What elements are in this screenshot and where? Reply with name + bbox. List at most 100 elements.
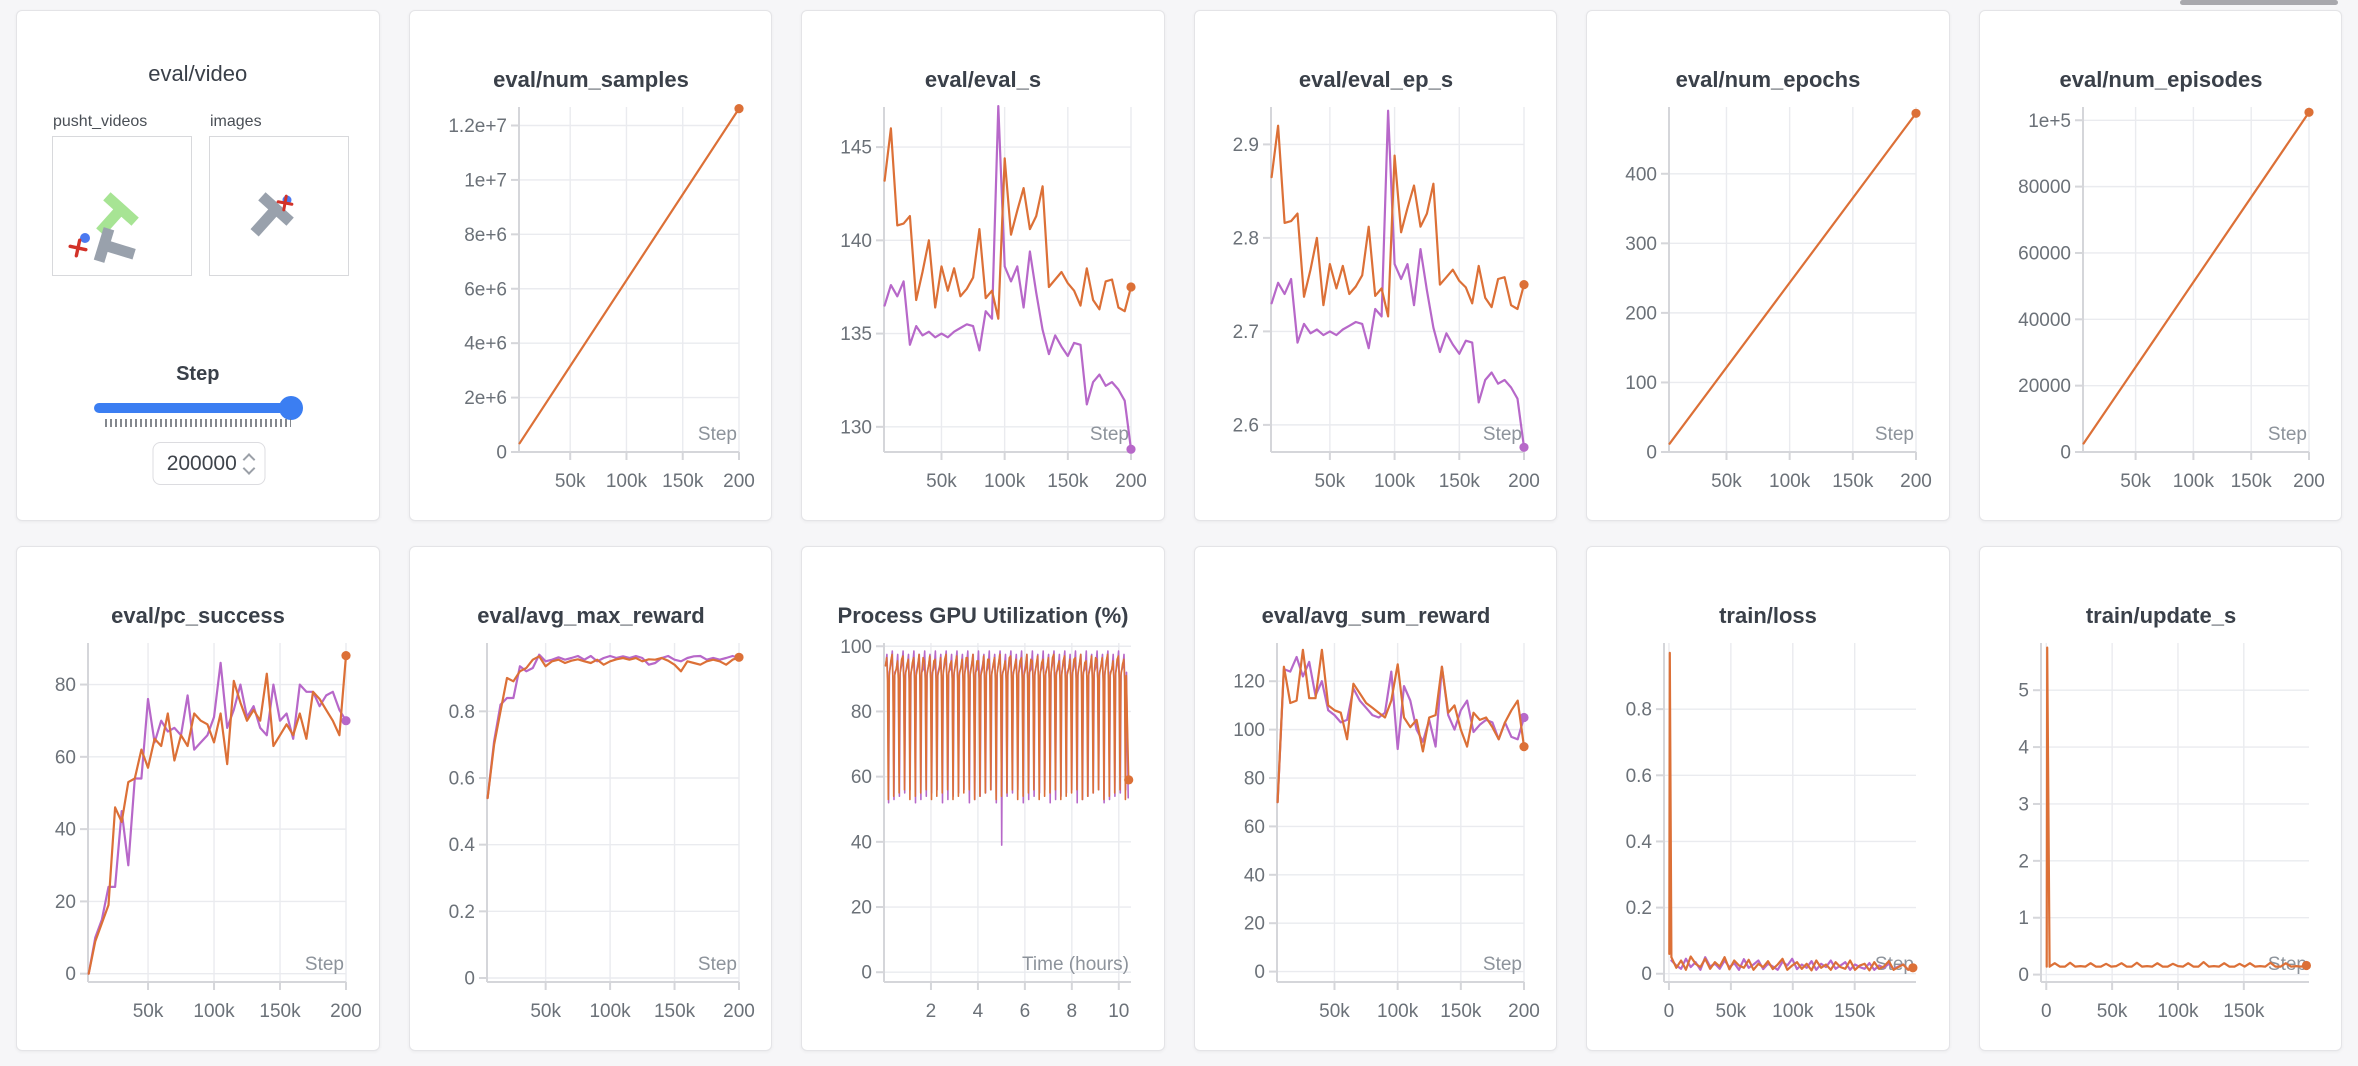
series-line-orange bbox=[883, 127, 1133, 320]
x-axis-tick-label: 50k bbox=[1319, 1001, 1350, 1022]
series-line-purple bbox=[1275, 655, 1525, 804]
x-axis-tick-label: 100k bbox=[1377, 1001, 1419, 1022]
agent-dot bbox=[80, 233, 90, 243]
video-thumbnail-pusht[interactable] bbox=[52, 136, 192, 276]
x-axis-tick-label: 200 bbox=[723, 1001, 755, 1022]
panel-eval-avg-sum-reward[interactable]: eval/avg_sum_reward 0 20 40 60 80 100 120 50k 100… bbox=[1193, 546, 1557, 1051]
x-axis-tick-label: 150k bbox=[1832, 471, 1874, 492]
y-axis-tick-label: 0.2 bbox=[448, 902, 474, 923]
series-line-orange bbox=[2045, 646, 2051, 968]
chart-title: eval/avg_max_reward bbox=[477, 603, 705, 628]
y-axis-tick-label: 2e+6 bbox=[464, 388, 507, 409]
series-line-orange bbox=[1670, 955, 1914, 972]
series-end-dot-orange bbox=[733, 652, 744, 662]
x-axis-tick-label: 8 bbox=[1067, 1001, 1078, 1022]
x-axis-tick-label: 200 bbox=[1115, 471, 1147, 492]
x-axis-label: Step bbox=[1482, 954, 1521, 975]
series-end-dot-purple bbox=[341, 716, 351, 726]
x-axis-tick-label: 150k bbox=[259, 1001, 301, 1022]
y-axis-tick-label: 5 bbox=[2018, 681, 2029, 702]
panel-eval-avg-max-reward[interactable]: eval/avg_max_reward 0 0.2 0.4 0.6 0.8 50k 100k 1… bbox=[408, 546, 772, 1051]
y-axis-tick-label: 0 bbox=[65, 964, 76, 985]
series-end-dot-orange bbox=[1518, 742, 1529, 752]
series-line-orange bbox=[884, 653, 1130, 801]
x-axis-tick-label: 50k bbox=[554, 471, 585, 492]
y-axis-tick-label: 60 bbox=[851, 767, 872, 788]
step-input-value: 200000 bbox=[166, 451, 237, 475]
step-input-stepper[interactable] bbox=[242, 452, 256, 475]
x-axis-tick-label: 50k bbox=[2120, 471, 2151, 492]
y-axis-tick-label: 0 bbox=[2060, 443, 2071, 464]
series-end-dot-orange bbox=[1911, 108, 1921, 118]
x-axis-tick-label: 200 bbox=[330, 1001, 362, 1022]
step-slider-label: Step bbox=[176, 363, 220, 385]
video-key-label-images: images bbox=[210, 113, 262, 130]
x-axis-tick-label: 200 bbox=[723, 471, 755, 492]
y-axis-tick-label: 1.2e+7 bbox=[448, 116, 507, 137]
series-end-dot-purple bbox=[1126, 444, 1136, 454]
x-axis-tick-label: 100k bbox=[984, 471, 1026, 492]
y-axis-tick-label: 60 bbox=[1243, 817, 1264, 838]
x-axis-tick-label: 50k bbox=[926, 471, 957, 492]
panel-process-gpu-utilization[interactable]: Process GPU Utilization (%) 0 20 40 60 80 100 2… bbox=[801, 546, 1165, 1051]
x-axis-tick-label: 0 bbox=[2040, 1001, 2051, 1022]
y-axis-tick-label: 140 bbox=[840, 231, 872, 252]
y-axis-tick-label: 40 bbox=[1243, 865, 1264, 886]
series-line-orange bbox=[1269, 124, 1525, 318]
series-line-orange bbox=[2047, 961, 2307, 968]
pusht-block-t-shape bbox=[93, 227, 136, 263]
y-axis-tick-label: 2.7 bbox=[1232, 322, 1258, 343]
pusht-goal-t-shape bbox=[96, 192, 139, 236]
y-axis-tick-label: 145 bbox=[840, 138, 872, 159]
y-axis-tick-label: 20 bbox=[55, 892, 76, 913]
x-axis-tick-label: 50k bbox=[2096, 1001, 2127, 1022]
x-axis-tick-label: 2 bbox=[926, 1001, 937, 1022]
series-end-dot-purple bbox=[1518, 442, 1529, 452]
y-axis-tick-label: 100 bbox=[1233, 720, 1265, 741]
horizontal-scrollbar-thumb[interactable] bbox=[2180, 0, 2338, 5]
x-axis-tick-label: 50k bbox=[133, 1001, 164, 1022]
video-key-label-pusht: pusht_videos bbox=[53, 113, 148, 130]
panel-eval-num-epochs[interactable]: eval/num_epochs 0 100 200 300 400 50k 100k 150k 2… bbox=[1586, 10, 1950, 521]
x-axis-tick-label: 150k bbox=[1438, 471, 1480, 492]
x-axis-tick-label: 150k bbox=[2223, 1001, 2265, 1022]
y-axis-tick-label: 80 bbox=[55, 675, 76, 696]
series-line-orange bbox=[485, 655, 740, 800]
panel-train-loss[interactable]: train/loss 0 0.2 0.4 0.6 0.8 0 50k 100k 150k Step bbox=[1586, 546, 1950, 1051]
y-axis-tick-label: 0 bbox=[1254, 962, 1265, 983]
panel-eval-eval-ep-s[interactable]: eval/eval_ep_s 2.6 2.7 2.8 2.9 50k 100k 150k 200… bbox=[1193, 10, 1557, 521]
step-slider[interactable] bbox=[94, 403, 301, 413]
x-axis-tick-label: 150k bbox=[2230, 471, 2272, 492]
step-slider-handle[interactable] bbox=[279, 396, 303, 420]
x-axis-tick-label: 50k bbox=[1314, 471, 1345, 492]
panel-train-update-s[interactable]: train/update_s 0 1 2 3 4 5 0 50k 100k 150k Step bbox=[1978, 546, 2342, 1051]
x-axis-label: Step bbox=[1875, 424, 1914, 445]
chart-title: train/loss bbox=[1719, 603, 1817, 628]
y-axis-tick-label: 40 bbox=[851, 832, 872, 853]
y-axis-tick-label: 0 bbox=[1641, 964, 1652, 985]
y-axis-tick-label: 40 bbox=[55, 820, 76, 841]
panel-eval-num-samples[interactable]: eval/num_samples 0 2e+6 4e+6 6e+6 8e+6 1e+7 1.2… bbox=[408, 10, 772, 521]
x-axis-tick-label: 150k bbox=[653, 1001, 695, 1022]
y-axis-tick-label: 3 bbox=[2018, 794, 2029, 815]
panel-eval-pc-success[interactable]: eval/pc_success 0 20 40 60 80 50k 100k 150k 200 St… bbox=[16, 546, 380, 1051]
panel-eval-num-episodes[interactable]: eval/num_episodes 0 20000 40000 60000 80000 1e… bbox=[1978, 10, 2342, 521]
x-axis-tick-label: 4 bbox=[973, 1001, 984, 1022]
panel-eval-eval-s[interactable]: eval/eval_s 130 135 140 145 50k 100k 150k 200 Ste… bbox=[801, 10, 1165, 521]
step-input[interactable]: 200000 bbox=[152, 442, 266, 485]
y-axis-tick-label: 60 bbox=[55, 747, 76, 768]
y-axis-tick-label: 130 bbox=[840, 417, 872, 438]
video-thumbnail-images[interactable] bbox=[209, 136, 349, 276]
chart-title: eval/pc_success bbox=[111, 603, 285, 628]
x-axis-label: Time (hours) bbox=[1022, 954, 1129, 975]
series-line-orange bbox=[2081, 111, 2310, 445]
y-axis-tick-label: 0 bbox=[2018, 965, 2029, 986]
x-axis-label: Step bbox=[2267, 424, 2306, 445]
x-axis-label: Step bbox=[697, 424, 736, 445]
panel-eval-video[interactable]: eval/video pusht_videos images bbox=[16, 10, 380, 521]
chevron-down-icon[interactable] bbox=[242, 461, 256, 475]
y-axis-tick-label: 8e+6 bbox=[464, 225, 507, 246]
y-axis-tick-label: 0 bbox=[1646, 443, 1657, 464]
y-axis-tick-label: 135 bbox=[840, 324, 872, 345]
step-slider-ticks bbox=[105, 419, 291, 427]
